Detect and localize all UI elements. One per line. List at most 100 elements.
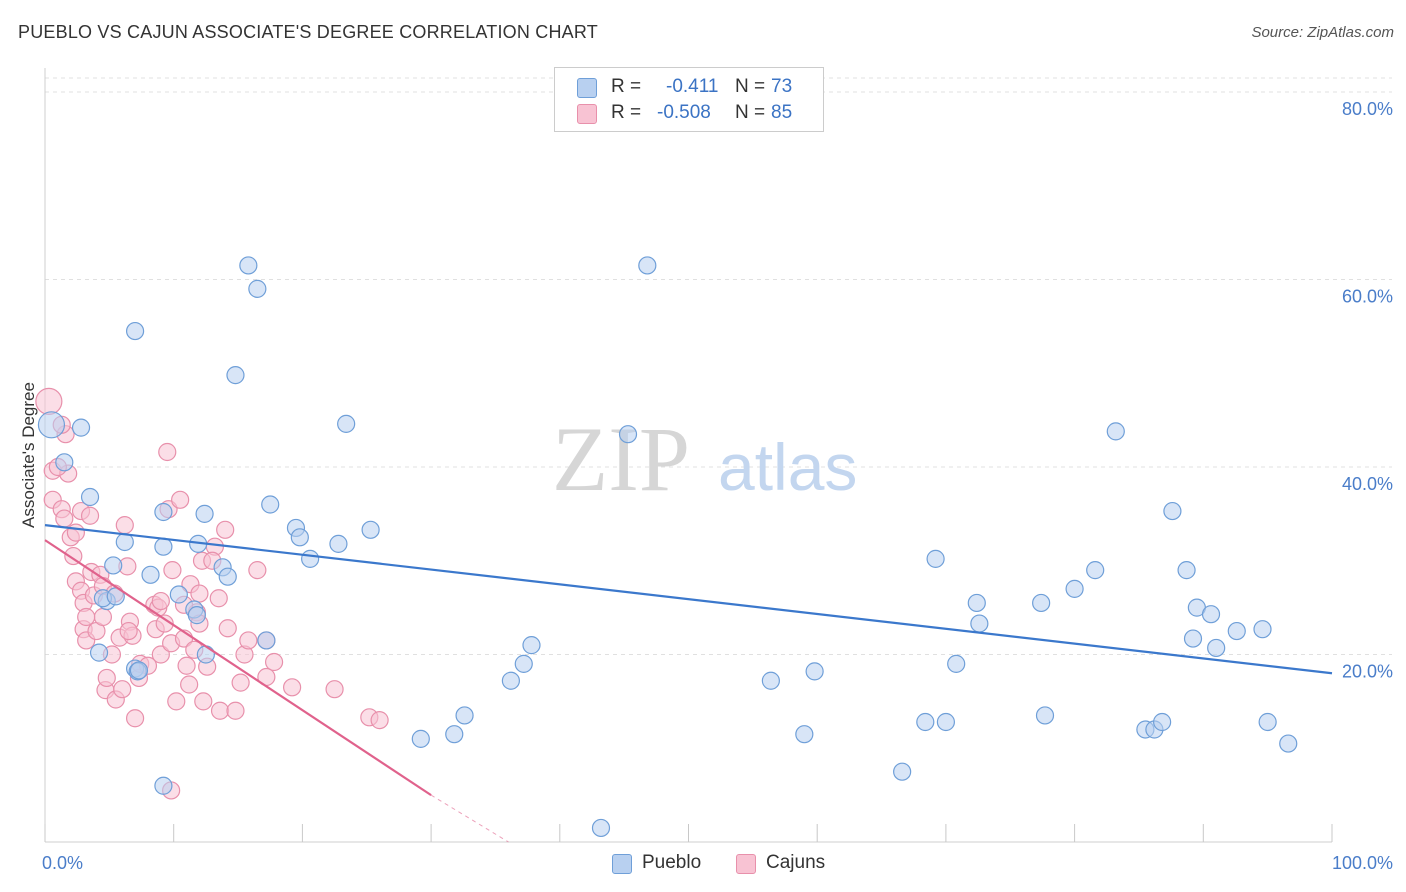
y-tick-label: 60.0% xyxy=(1342,287,1393,307)
cajun-point xyxy=(180,675,199,694)
pueblo-point xyxy=(55,453,74,472)
pueblo-point xyxy=(37,411,66,439)
pueblo-point xyxy=(514,654,533,673)
pueblo-point xyxy=(337,414,356,433)
pueblo-point xyxy=(1177,561,1196,580)
pueblo-point xyxy=(129,661,149,680)
cajun-point xyxy=(177,656,196,675)
cajun-point xyxy=(239,631,258,650)
cajun-point xyxy=(210,701,230,720)
pueblo-point xyxy=(618,425,638,444)
pueblo-point xyxy=(154,537,173,556)
pueblo-point xyxy=(1106,422,1125,441)
legend-r-label: R = xyxy=(611,76,642,97)
pueblo-point xyxy=(761,671,780,690)
pueblo-point xyxy=(361,520,380,539)
pueblo-point xyxy=(522,636,541,655)
cajun-trend-extension xyxy=(430,794,509,843)
cajun-point xyxy=(66,523,85,542)
pueblo-point xyxy=(301,549,320,568)
pueblo-point xyxy=(1258,712,1277,732)
trend-lines xyxy=(44,524,1333,843)
cajun-point xyxy=(370,711,389,730)
pueblo-trend-line xyxy=(44,524,1333,675)
watermark-zip: ZIP xyxy=(552,408,690,510)
chart-source: Source: ZipAtlas.com xyxy=(1251,24,1394,41)
cajun-point xyxy=(115,516,134,535)
cajun-trend-line xyxy=(44,539,432,797)
pueblo-point xyxy=(1163,501,1182,521)
y-tick-label: 20.0% xyxy=(1342,662,1393,682)
cajun-point xyxy=(151,645,170,664)
legend-r-label: R = xyxy=(611,102,642,123)
cajun-point xyxy=(167,692,186,711)
pueblo-point xyxy=(80,487,100,507)
cajun-point xyxy=(325,680,344,699)
legend-n-value: 73 xyxy=(771,76,793,97)
bottom-legend-swatch-pueblo xyxy=(612,854,632,874)
pueblo-point xyxy=(154,776,173,795)
cajun-point xyxy=(151,591,170,611)
chart-title: PUEBLO VS CAJUN ASSOCIATE'S DEGREE CORRE… xyxy=(18,22,598,42)
pueblo-point xyxy=(1065,579,1084,598)
cajun-point xyxy=(231,673,250,692)
pueblo-point xyxy=(1207,638,1226,658)
data-points xyxy=(35,256,1298,838)
bottom-legend-label: Cajuns xyxy=(766,852,826,873)
cajun-point xyxy=(35,387,63,415)
pueblo-point xyxy=(445,725,464,744)
cajun-point xyxy=(77,607,96,627)
legend-n-value: 85 xyxy=(771,102,793,123)
pueblo-point xyxy=(926,549,945,568)
legend-swatch-pueblo xyxy=(577,78,597,98)
pueblo-point xyxy=(967,593,986,613)
pueblo-point xyxy=(805,662,824,681)
cajun-point xyxy=(194,692,213,711)
cajun-point xyxy=(218,619,237,638)
pueblo-point xyxy=(936,712,956,732)
bottom-legend-label: Pueblo xyxy=(642,852,702,873)
cajun-point xyxy=(80,506,100,525)
pueblo-point xyxy=(1201,605,1221,624)
y-tick-label: 40.0% xyxy=(1342,474,1393,494)
y-axis-label: Associate's Degree xyxy=(19,382,38,528)
pueblo-point xyxy=(226,366,245,385)
pueblo-point xyxy=(591,818,611,838)
cajun-point xyxy=(119,621,138,641)
cajun-point xyxy=(158,442,177,462)
bottom-legend-swatch-cajuns xyxy=(736,854,756,874)
pueblo-point xyxy=(257,631,276,650)
axes xyxy=(44,68,1333,843)
pueblo-point xyxy=(1253,620,1272,639)
cajun-point xyxy=(248,561,267,580)
pueblo-point xyxy=(1086,561,1105,580)
cajun-point xyxy=(93,607,113,627)
tick-labels: 20.0% 40.0% 60.0% 80.0% 0.0% 100.0% xyxy=(42,99,1393,873)
cajun-point xyxy=(190,584,209,603)
pueblo-point xyxy=(195,504,214,523)
pueblo-point xyxy=(248,279,267,298)
cajun-point xyxy=(209,589,228,608)
pueblo-point xyxy=(1279,734,1298,753)
pueblo-point xyxy=(1227,621,1246,641)
y-tick-label: 80.0% xyxy=(1342,99,1393,119)
cajun-point xyxy=(264,652,284,672)
cajun-point xyxy=(216,520,235,539)
pueblo-point xyxy=(638,256,657,275)
pueblo-point xyxy=(187,606,206,625)
cajun-point xyxy=(64,546,83,566)
pueblo-point xyxy=(261,495,280,514)
pueblo-point xyxy=(1035,706,1055,725)
pueblo-point xyxy=(218,567,237,586)
pueblo-point xyxy=(411,729,430,748)
pueblo-point xyxy=(329,534,348,553)
x-tick-label: 100.0% xyxy=(1332,853,1393,873)
legend-n-label: N = xyxy=(735,76,766,97)
pueblo-point xyxy=(916,712,935,732)
pueblo-point xyxy=(795,725,814,744)
pueblo-point xyxy=(89,643,109,662)
pueblo-point xyxy=(154,502,173,522)
pueblo-point xyxy=(125,321,145,341)
legend-r-value: -0.508 xyxy=(657,102,711,123)
pueblo-point xyxy=(196,645,215,664)
